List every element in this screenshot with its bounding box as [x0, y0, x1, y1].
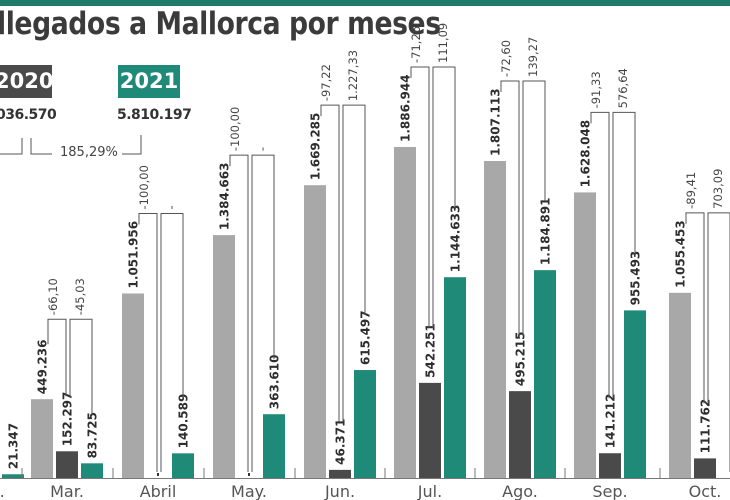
pct-change-2021: - [255, 147, 269, 151]
change-bracket-2020 [685, 212, 705, 404]
change-bracket-2021 [69, 318, 93, 416]
pct-change-2020: -97,22 [319, 64, 333, 101]
pct-change-2020: -72,60 [499, 40, 513, 77]
zero-marker [157, 473, 159, 476]
value-label: 1.669.285 [309, 113, 323, 181]
pct-change-2021: 703,09 [711, 169, 725, 209]
value-label: 140.589 [177, 394, 191, 449]
top-accent-bar [0, 0, 730, 6]
bar-2020-ago [509, 391, 531, 478]
pct-change-2021: 139,27 [526, 37, 540, 77]
pct-change-2020: -66,10 [46, 278, 60, 315]
month-label: Mar. [50, 482, 84, 500]
value-label: 111.762 [699, 399, 713, 454]
pct-change-2020: -89,41 [684, 172, 698, 209]
bar-2021-abril [172, 453, 194, 478]
legend-2021-badge: 2021 [118, 65, 180, 98]
bar-2019-may [213, 235, 235, 478]
month-label: Ago. [502, 482, 538, 500]
value-label: 152.297 [61, 392, 75, 447]
pct-change-2021: 1.227,33 [346, 50, 360, 101]
month-label: Jun. [324, 482, 355, 500]
bar-2020-jun [329, 469, 351, 478]
month-label: May. [231, 482, 267, 500]
change-bracket-2021 [432, 66, 456, 328]
bar-2020-mar [56, 451, 78, 478]
value-label: 1.807.113 [489, 88, 503, 156]
bar-2021-feb [2, 474, 24, 478]
month-label: Abril [140, 482, 177, 500]
pct-change-2021: 576,64 [616, 68, 630, 108]
bar-2021-mar [81, 463, 103, 478]
value-label: 495.215 [514, 331, 528, 386]
value-label: 1.144.633 [449, 205, 463, 273]
bar-2020-jul [419, 382, 441, 478]
change-bracket-2020 [500, 80, 520, 337]
value-label: 141.212 [604, 394, 618, 449]
value-label: 1.384.663 [218, 163, 232, 231]
totals-bracket [0, 135, 142, 155]
value-label: 1.886.944 [399, 74, 413, 142]
change-bracket-2021 [342, 104, 366, 422]
pct-change-2021: 111,09 [436, 23, 450, 63]
value-label: 955.493 [629, 251, 643, 306]
bar-2019-jun [304, 185, 326, 478]
pct-change-2021: -45,03 [73, 278, 87, 315]
value-label: 615.497 [359, 310, 373, 365]
bar-2021-jun [354, 370, 376, 478]
bar-2019-jul [394, 147, 416, 478]
pct-change-2020: -91,33 [589, 71, 603, 108]
bar-2021-sep [624, 310, 646, 478]
change-bracket-2020 [590, 111, 610, 399]
value-label: 46.371 [334, 419, 348, 465]
chart-title: llegados a Mallorca por meses [0, 6, 441, 42]
bar-2021-may [263, 414, 285, 478]
change-bracket-2020 [320, 104, 340, 422]
month-label: Jul. [417, 482, 442, 500]
bar-2020-sep [599, 453, 621, 478]
bar-2019-mar [31, 399, 53, 478]
change-bracket-2020 [47, 318, 67, 397]
change-bracket-2020 [229, 154, 249, 472]
total-2020: 036.570 [0, 107, 57, 123]
bar-2019-sep [574, 192, 596, 478]
bar-2019-abril [122, 293, 144, 478]
change-bracket-2021 [707, 212, 730, 472]
change-bracket-2021 [160, 212, 184, 472]
total-change-percent: 185,29% [60, 145, 118, 160]
pct-change-2020: -100,00 [228, 107, 242, 151]
value-label: 542.251 [424, 323, 438, 378]
month-label: Oct. [689, 482, 722, 500]
bar-2019-oct [669, 292, 691, 478]
value-label: 1.051.956 [127, 221, 141, 289]
change-bracket-2020 [410, 66, 430, 328]
bar-2021-ago [534, 270, 556, 478]
total-2021: 5.810.197 [117, 107, 192, 123]
month-label: Sep. [592, 482, 627, 500]
pct-change-2021: - [164, 205, 178, 209]
value-label: 449.236 [36, 340, 50, 395]
bar-2019-ago [484, 161, 506, 478]
month-label: Feb. [0, 482, 5, 500]
value-label: 1.184.891 [539, 198, 553, 266]
bar-2021-jul [444, 277, 466, 478]
pct-change-2020: -71,26 [409, 26, 423, 63]
value-label: 21.347 [7, 423, 21, 469]
bar-2020-oct [694, 458, 716, 478]
change-bracket-2020 [138, 212, 158, 472]
change-bracket-2021 [251, 154, 275, 472]
zero-marker [248, 473, 250, 476]
change-bracket-2021 [612, 111, 636, 399]
value-label: 1.628.048 [579, 120, 593, 188]
value-label: 1.055.453 [674, 220, 688, 288]
change-bracket-2021 [522, 80, 546, 337]
value-label: 363.610 [268, 355, 282, 410]
value-label: 83.725 [86, 412, 100, 458]
pct-change-2020: -100,00 [137, 165, 151, 209]
legend-2020-badge: 2020 [0, 65, 53, 98]
